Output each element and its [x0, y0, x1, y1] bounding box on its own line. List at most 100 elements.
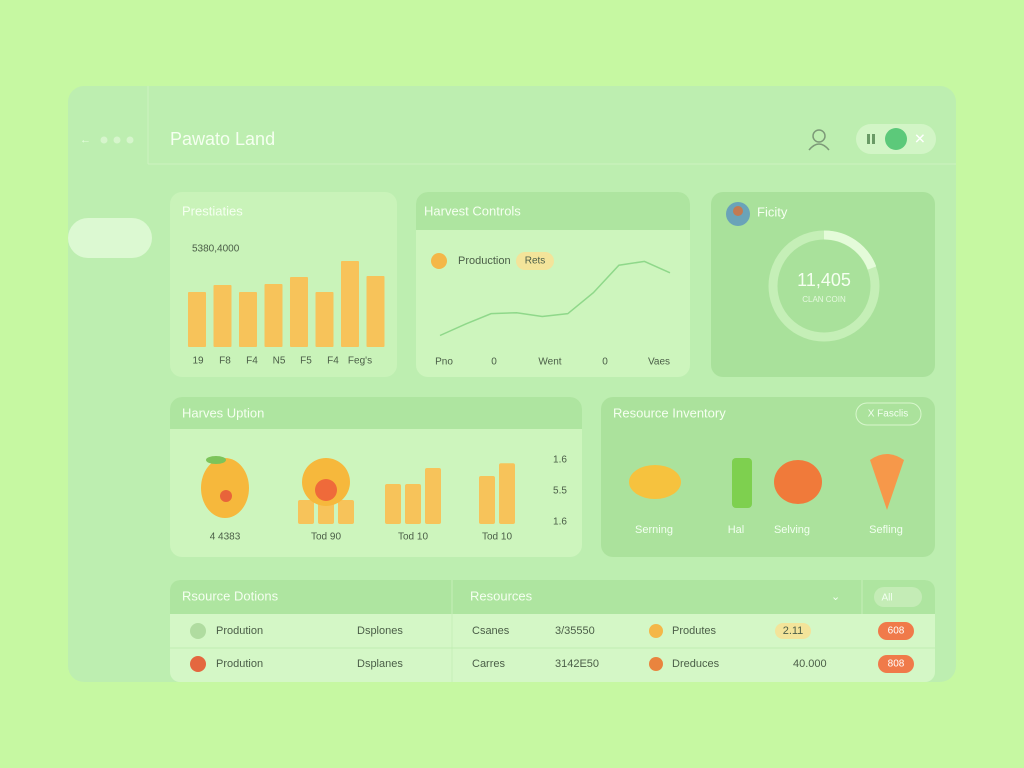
x-label: F5 [300, 356, 312, 367]
row-icon [649, 657, 663, 671]
lemon [629, 465, 681, 499]
badge [878, 655, 914, 673]
x-label: 0 [602, 357, 608, 368]
x-label: F4 [246, 356, 258, 367]
axis-label: 5.5 [553, 486, 567, 497]
cell: Prodution [216, 658, 263, 670]
item-label: Hal [728, 524, 745, 536]
panel-title: Prestiaties [182, 203, 243, 218]
button[interactable] [855, 402, 922, 426]
item-label: 4 4383 [210, 532, 241, 543]
close-icon[interactable]: ✕ [914, 131, 926, 147]
bar [239, 292, 257, 347]
item-label: Tod 90 [311, 532, 341, 543]
panel-header [170, 397, 582, 429]
dot [126, 136, 134, 144]
item-label: Tod 10 [398, 532, 428, 543]
x-label: 19 [192, 356, 204, 367]
x-label: Feg's [348, 356, 372, 367]
line [439, 260, 671, 337]
bar [499, 463, 515, 524]
bar [405, 484, 421, 524]
dropdown-arrow[interactable]: ⌄ [831, 591, 840, 603]
filter-text[interactable]: All [881, 593, 892, 604]
carrot [870, 454, 904, 510]
badge [516, 252, 554, 270]
x-label: Vaes [648, 357, 670, 368]
x-label: Went [538, 357, 561, 368]
item-label: Serning [635, 524, 673, 536]
cell: 608 [888, 626, 905, 637]
pause-icon [872, 134, 875, 144]
panel-title: Ficity [757, 204, 788, 219]
leaf [206, 456, 226, 464]
panel [170, 192, 397, 377]
back-arrow[interactable]: ← [80, 134, 91, 146]
bar [366, 276, 385, 347]
row-icon [190, 656, 206, 672]
panel-title: Harves Uption [182, 405, 264, 420]
panel-title: Resource Inventory [613, 405, 726, 420]
cell: Prodution [216, 625, 263, 637]
bar [315, 292, 334, 347]
filter[interactable] [874, 587, 922, 607]
legend: Production [458, 255, 511, 267]
sidebar-pill[interactable] [68, 218, 152, 258]
item-label: Tod 10 [482, 532, 512, 543]
apple [201, 458, 249, 518]
table-header [170, 580, 935, 614]
orange-face [315, 479, 337, 501]
cell: 3/35550 [555, 625, 595, 637]
bar [213, 285, 232, 347]
panel [711, 192, 935, 377]
cell: 3142E50 [555, 658, 599, 670]
bar [338, 500, 354, 524]
cell: 2.11 [783, 625, 804, 637]
donut-value: 11,405 [797, 270, 851, 290]
dot [113, 136, 121, 144]
column-header: Resources [470, 588, 533, 603]
user-icon[interactable] [812, 129, 826, 143]
axis-label: 1.6 [553, 455, 567, 466]
panel [601, 397, 935, 557]
cell: Produtes [672, 625, 717, 637]
row-icon [190, 623, 206, 639]
item-label: Selving [774, 524, 810, 536]
toggle[interactable] [885, 128, 907, 150]
pumpkin [774, 460, 822, 504]
bar [264, 284, 283, 347]
total: 5380,4000 [192, 244, 240, 255]
mouth [220, 490, 232, 502]
x-label: F4 [327, 356, 339, 367]
button-text[interactable]: X Fasclis [868, 409, 909, 420]
x-label: N5 [273, 356, 286, 367]
user-icon-body [808, 143, 830, 151]
donut-caption: CLAN COIN [802, 295, 846, 304]
column-header: Rsource Dotions [182, 588, 279, 603]
bar [385, 484, 401, 524]
panel [416, 192, 690, 377]
x-label: F8 [219, 356, 231, 367]
x-label: 0 [491, 357, 497, 368]
bar [188, 292, 206, 347]
pause-icon[interactable] [867, 134, 870, 144]
app-title: Pawato Land [170, 129, 275, 149]
veggie [732, 458, 752, 508]
panel-header [416, 192, 690, 230]
cell: Dsplones [357, 625, 403, 637]
badge [775, 623, 811, 639]
panel-title: Harvest Controls [424, 203, 521, 218]
cell: 40.000 [793, 658, 827, 670]
cell: Csanes [472, 625, 510, 637]
item-label: Sefling [869, 524, 903, 536]
row-icon [649, 624, 663, 638]
cell: Dsplanes [357, 658, 403, 670]
avatar-face [733, 206, 743, 216]
dot [100, 136, 108, 144]
bar [318, 500, 334, 524]
bar [479, 476, 495, 524]
donut-arc [823, 230, 877, 270]
badge [878, 622, 914, 640]
bar [425, 468, 441, 524]
